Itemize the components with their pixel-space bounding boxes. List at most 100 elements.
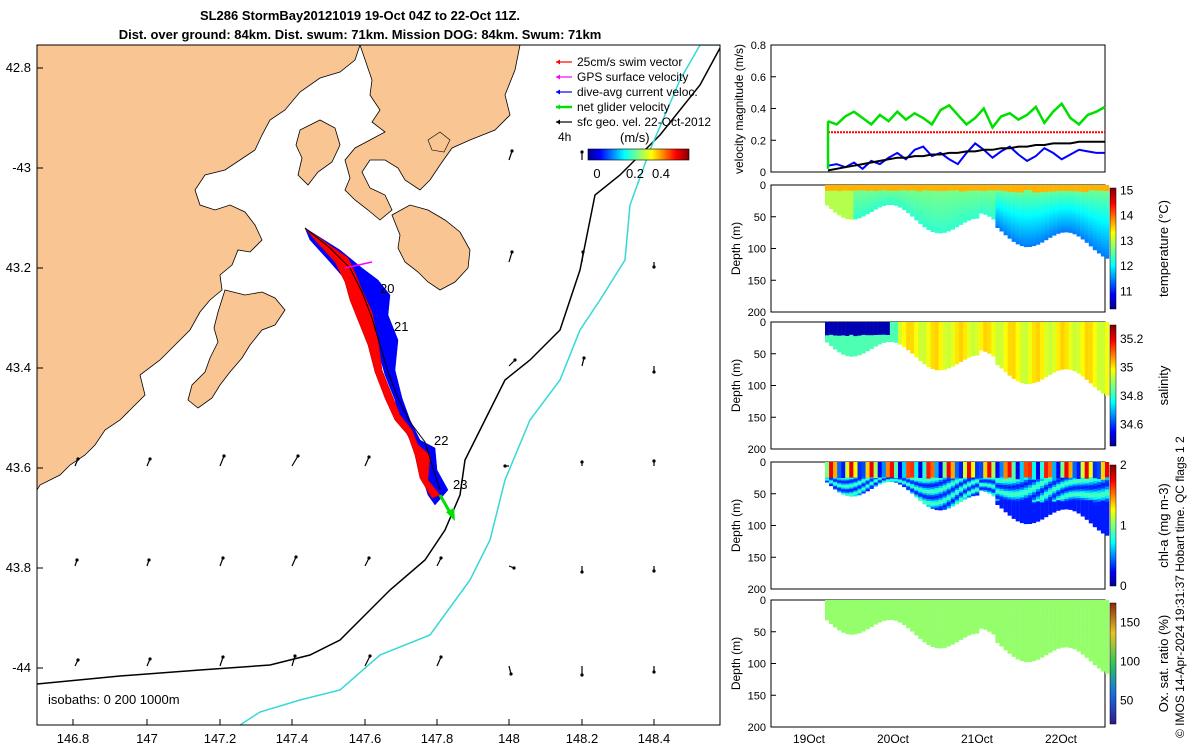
section-cell — [1027, 220, 1033, 224]
section-cell — [845, 464, 850, 467]
section-cell — [1105, 343, 1110, 347]
section-cell — [914, 488, 919, 491]
section-cell — [922, 212, 927, 216]
section-cell — [1023, 197, 1028, 201]
section-cell — [914, 492, 919, 495]
section-cell — [1036, 241, 1041, 245]
section-cell — [881, 191, 886, 194]
section-cell — [885, 328, 891, 330]
section-cell — [829, 187, 834, 190]
section-cell — [829, 344, 834, 347]
section-cell — [934, 210, 939, 214]
section-cell — [942, 337, 947, 341]
section-cell — [1052, 338, 1057, 342]
section-cell — [1060, 367, 1065, 370]
section-cell — [1015, 187, 1020, 191]
section-cell — [889, 193, 895, 195]
section-cell — [873, 329, 878, 331]
section-cell — [946, 219, 951, 222]
section-cell — [833, 342, 838, 344]
section-cell — [857, 194, 862, 197]
section-cell — [902, 343, 907, 345]
section-cell — [971, 351, 976, 354]
section-cell — [975, 205, 980, 208]
section-cell — [958, 333, 964, 336]
section-cell — [934, 187, 939, 190]
section-cell — [841, 327, 846, 330]
section-cell — [1044, 363, 1049, 366]
section-cell — [922, 362, 927, 365]
section-cell — [942, 214, 947, 218]
section-cell — [942, 353, 947, 356]
section-cell — [1040, 355, 1045, 359]
section-cell — [1011, 232, 1016, 235]
section-cell — [837, 333, 842, 335]
section-cell — [1036, 516, 1041, 520]
section-cell — [1015, 234, 1020, 238]
section-cell — [861, 483, 866, 486]
section-cell — [1044, 489, 1049, 493]
section-cell — [1088, 220, 1093, 224]
section-cell — [1040, 462, 1045, 465]
section-cell — [1105, 373, 1110, 378]
section-cell — [1105, 358, 1110, 363]
section-cell — [1015, 346, 1020, 350]
section-cell — [902, 198, 907, 200]
section-cell — [1019, 357, 1024, 361]
section-cell — [958, 209, 964, 212]
section-cell — [1052, 365, 1057, 369]
section-cell — [999, 186, 1004, 190]
section-cell — [861, 467, 866, 469]
section-cell — [1076, 204, 1081, 207]
section-cell — [922, 484, 927, 487]
section-cell — [1003, 472, 1008, 475]
velocity-ytick-label: 0.4 — [751, 104, 766, 116]
section-cell — [963, 337, 968, 340]
section-cell — [950, 207, 955, 210]
section-cell — [873, 203, 878, 205]
section-cell — [995, 465, 1000, 468]
section-cell — [873, 187, 878, 189]
section-cell — [1092, 206, 1097, 210]
section-cell — [849, 185, 854, 187]
section-cell — [1044, 478, 1049, 481]
section-cell — [906, 467, 911, 470]
section-cell — [1007, 342, 1012, 345]
section-cell — [1092, 211, 1097, 216]
section-cell — [987, 490, 992, 493]
section-cell — [1011, 322, 1016, 325]
section-cell — [910, 200, 915, 203]
section-cell — [825, 339, 830, 341]
section-cell — [881, 471, 886, 473]
section-cell — [1007, 464, 1012, 467]
section-cell — [914, 345, 919, 348]
section-cell — [1100, 226, 1106, 230]
section-cell — [1044, 333, 1049, 337]
section-cell — [877, 343, 882, 345]
velocity-series-line — [827, 101, 1106, 130]
section-cell — [1056, 326, 1061, 329]
section-cell — [926, 333, 931, 336]
section-cell — [938, 353, 943, 357]
section-cell — [1027, 322, 1033, 326]
section-cell — [926, 471, 931, 474]
section-cell — [849, 343, 854, 346]
section-cell — [869, 203, 874, 206]
section-cell — [930, 206, 935, 209]
section-cell — [954, 467, 960, 470]
section-cell — [983, 490, 988, 492]
section-cell — [861, 472, 866, 475]
section-cell — [1044, 349, 1049, 353]
section-cell — [914, 342, 919, 345]
section-cell — [1072, 354, 1077, 357]
section-cell — [1048, 348, 1053, 351]
section-cell — [865, 203, 870, 205]
map-frame — [36, 44, 721, 726]
section-cell — [950, 484, 955, 487]
section-cell — [1044, 344, 1049, 348]
section-cell — [1100, 354, 1106, 358]
section-cell — [1048, 481, 1053, 485]
section-cell — [845, 185, 850, 187]
section-cell — [954, 186, 960, 189]
section-cell — [849, 351, 854, 354]
